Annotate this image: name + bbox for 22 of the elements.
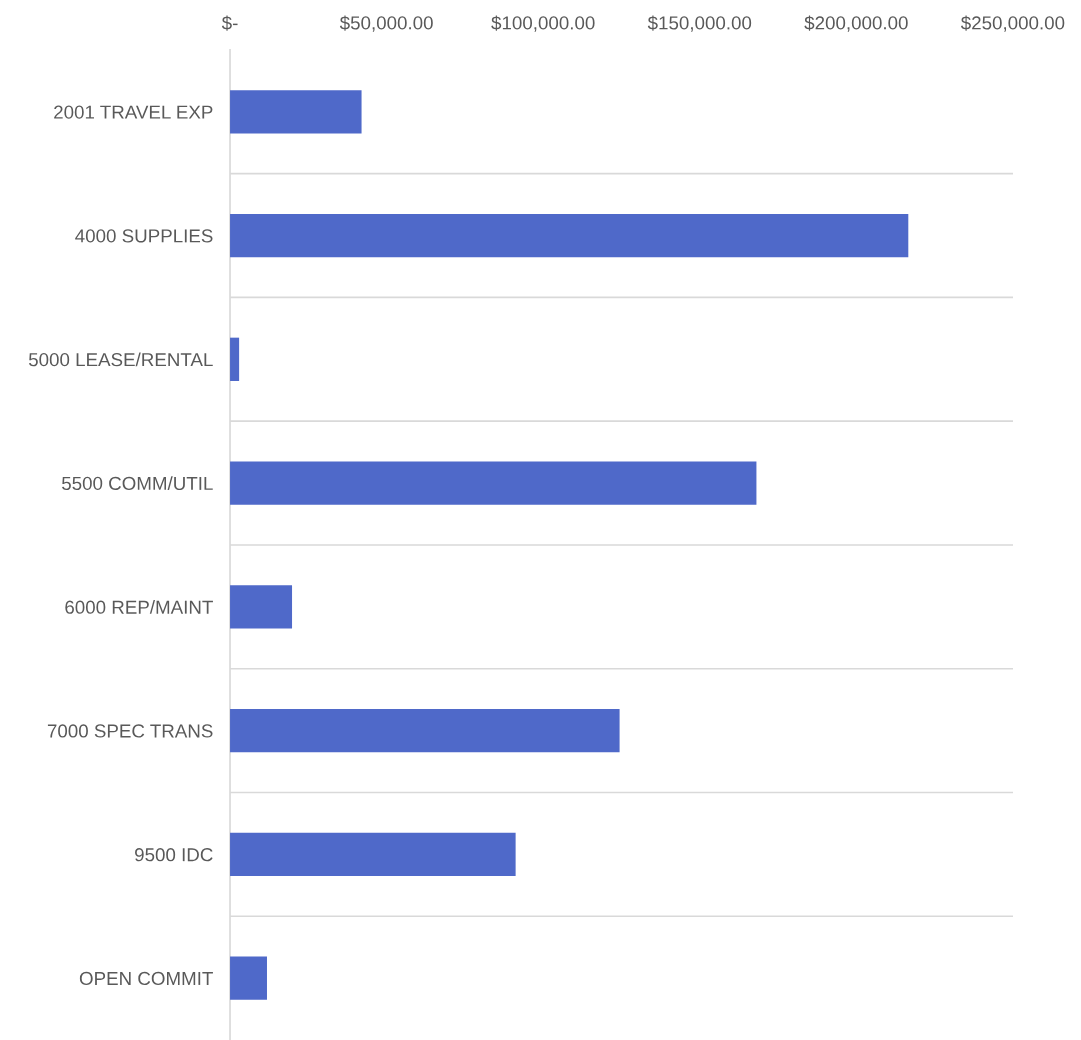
bar xyxy=(230,90,362,134)
bar xyxy=(230,213,909,258)
y-tick-label: 9500 IDC xyxy=(135,848,213,862)
y-tick-label: 5000 LEASE/RENTAL xyxy=(28,352,213,367)
y-tick-label: 2001 TRAVEL EXP xyxy=(54,105,213,119)
y-tick-label: OPEN COMMIT xyxy=(79,971,213,986)
bar xyxy=(230,832,516,877)
bar xyxy=(230,337,240,381)
bar xyxy=(230,708,620,753)
x-tick-label: $200,000.00 xyxy=(804,15,908,32)
x-tick-label: $250,000.00 xyxy=(960,15,1065,32)
y-tick-label: 6000 REP/MAINT xyxy=(65,600,213,614)
y-tick-label: 7000 SPEC TRANS xyxy=(47,724,213,738)
x-tick-label: $- xyxy=(221,15,238,31)
x-tick-label: $150,000.00 xyxy=(647,15,752,32)
y-tick-label: 5500 COMM/UTIL xyxy=(62,476,213,491)
x-tick-label: $50,000.00 xyxy=(339,15,433,32)
bar xyxy=(230,956,267,1000)
bar xyxy=(230,585,293,629)
y-tick-label: 4000 SUPPLIES xyxy=(75,229,213,243)
bar xyxy=(230,461,757,505)
x-tick-label: $100,000.00 xyxy=(491,15,595,32)
